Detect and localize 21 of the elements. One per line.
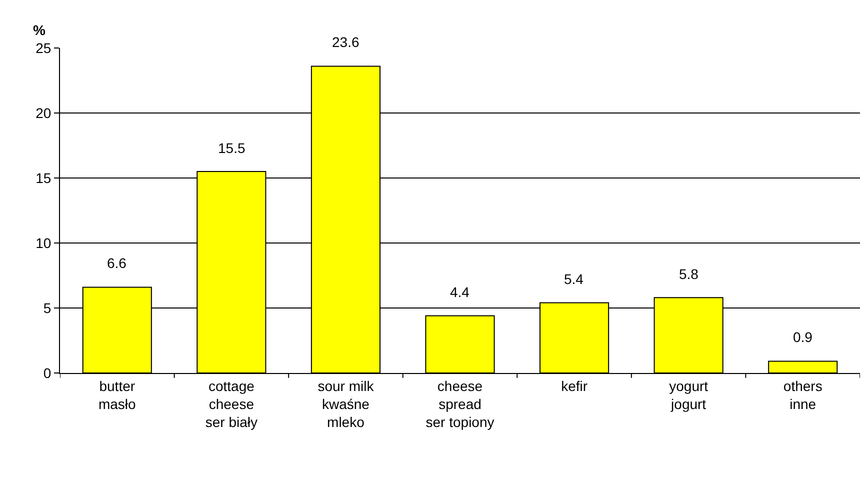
x-tick-label: yogurt jogurt xyxy=(669,378,708,412)
data-label: 5.8 xyxy=(679,266,699,282)
y-tick-label: 20 xyxy=(36,104,52,121)
x-tick-label: sour milk kwaśne mleko xyxy=(318,378,375,430)
y-tick-label: 5 xyxy=(43,300,52,316)
x-tick-label: cottage cheese ser biały xyxy=(205,378,258,430)
data-label: 15.5 xyxy=(218,140,246,156)
y-axis-title: % xyxy=(33,22,46,38)
data-label: 4.4 xyxy=(450,284,470,300)
data-label: 0.9 xyxy=(793,329,813,345)
y-tick-label: 25 xyxy=(36,40,52,56)
x-tick-label: cheese spread ser topiony xyxy=(426,378,494,430)
data-label: 5.4 xyxy=(564,271,584,287)
x-tick-label: butter masło xyxy=(98,378,136,412)
data-label: 6.6 xyxy=(107,255,127,271)
y-tick-label: 0 xyxy=(43,364,52,381)
y-tick-label: 10 xyxy=(36,234,52,251)
x-tick-label: kefir xyxy=(561,378,588,394)
data-label: 23.6 xyxy=(332,34,360,50)
x-tick-label: others inne xyxy=(783,378,822,412)
y-tick-label: 15 xyxy=(36,170,52,186)
